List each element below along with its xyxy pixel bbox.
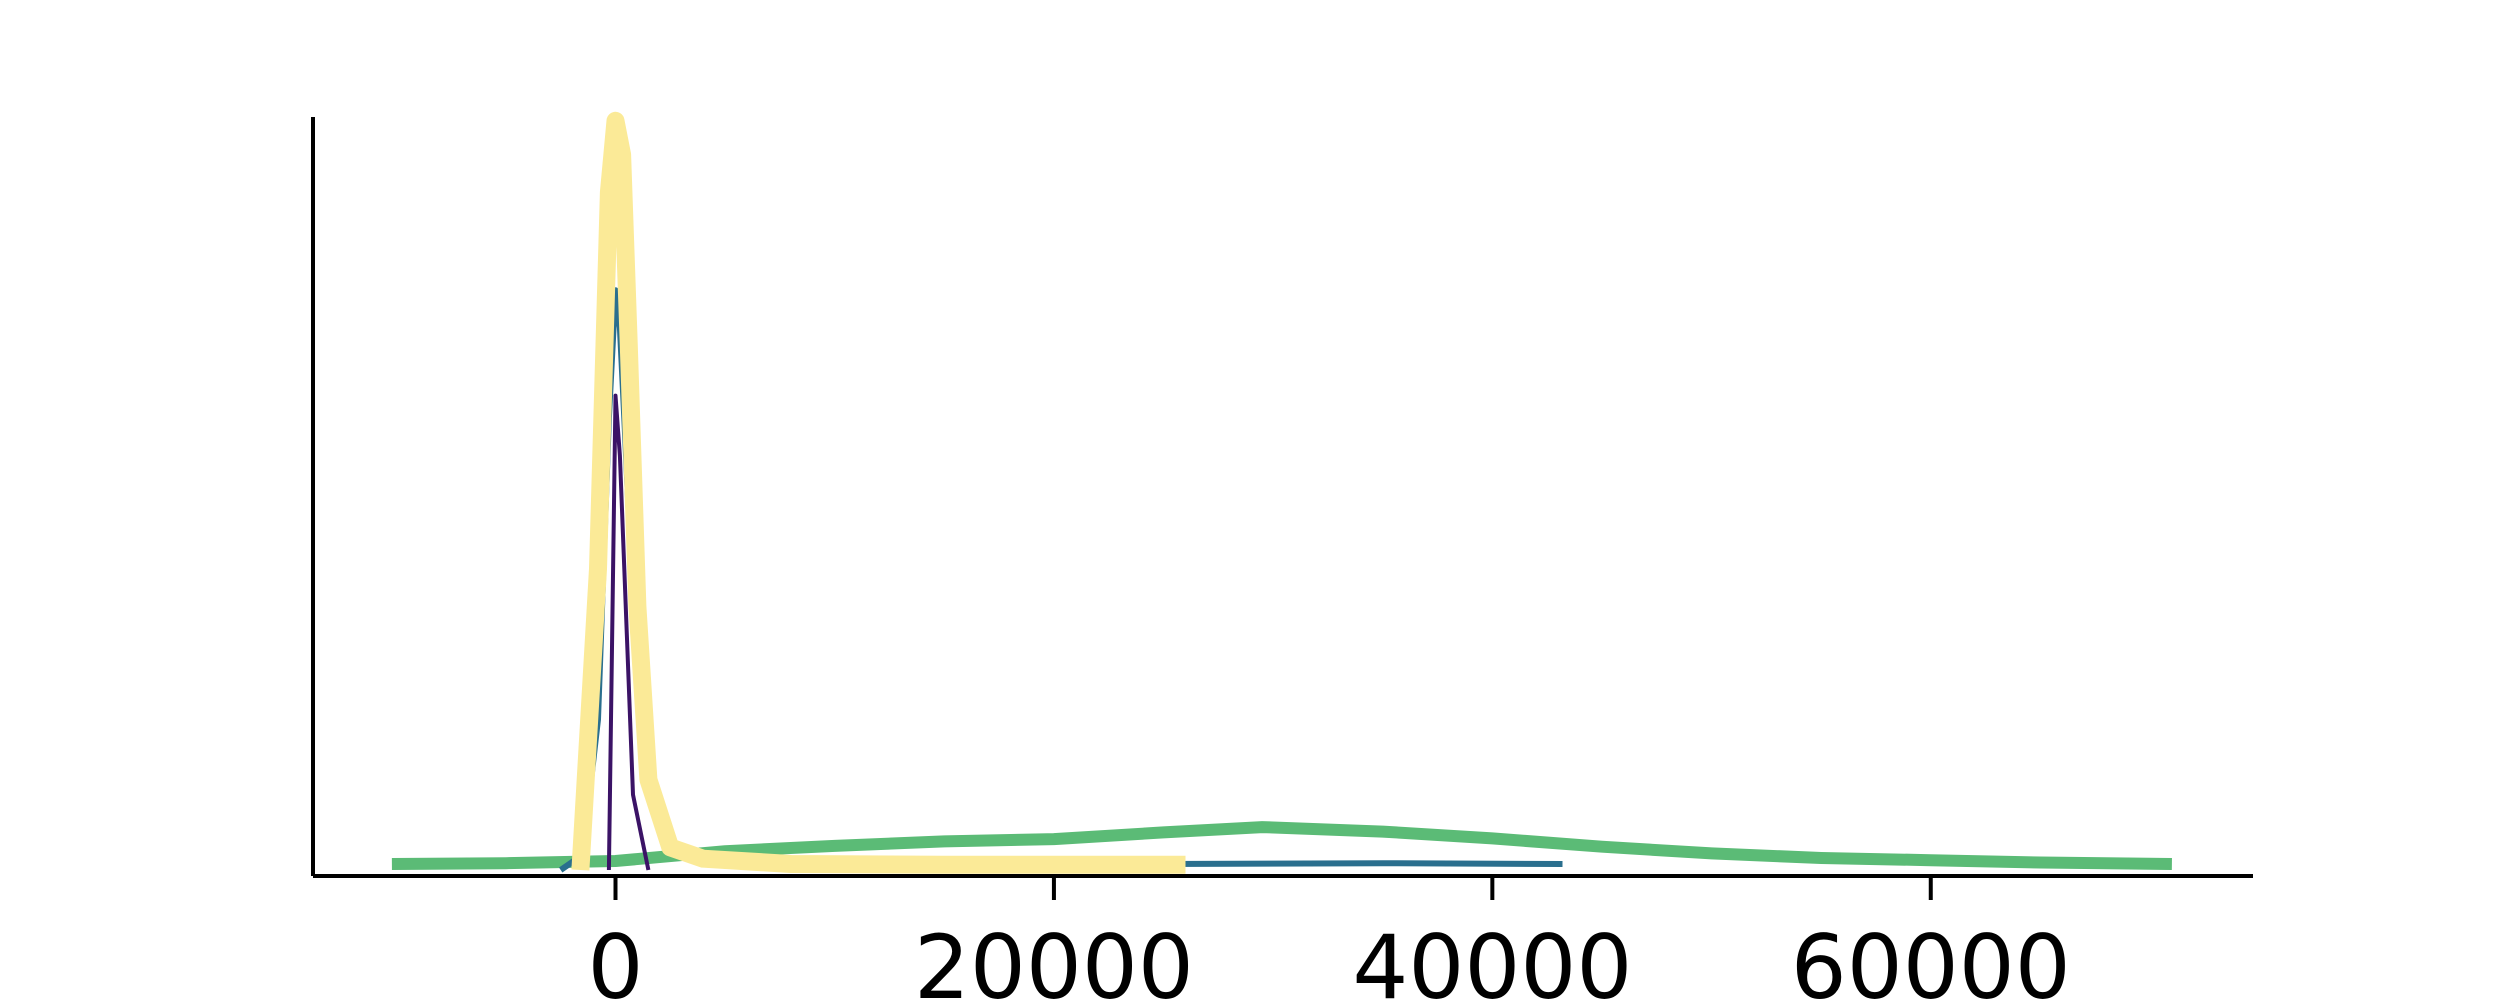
x-tick-label: 0 <box>588 916 644 1000</box>
tick-layer: 0 20000 40000 60000 <box>588 876 2071 1000</box>
series-line-2 <box>606 393 651 871</box>
x-tick-label: 40000 <box>1352 916 1632 1000</box>
series-layer <box>391 111 2172 874</box>
series-line-3 <box>571 111 1186 874</box>
x-tick-label: 60000 <box>1791 916 2071 1000</box>
series-line-1 <box>558 287 1563 873</box>
x-tick-label: 20000 <box>914 916 1194 1000</box>
